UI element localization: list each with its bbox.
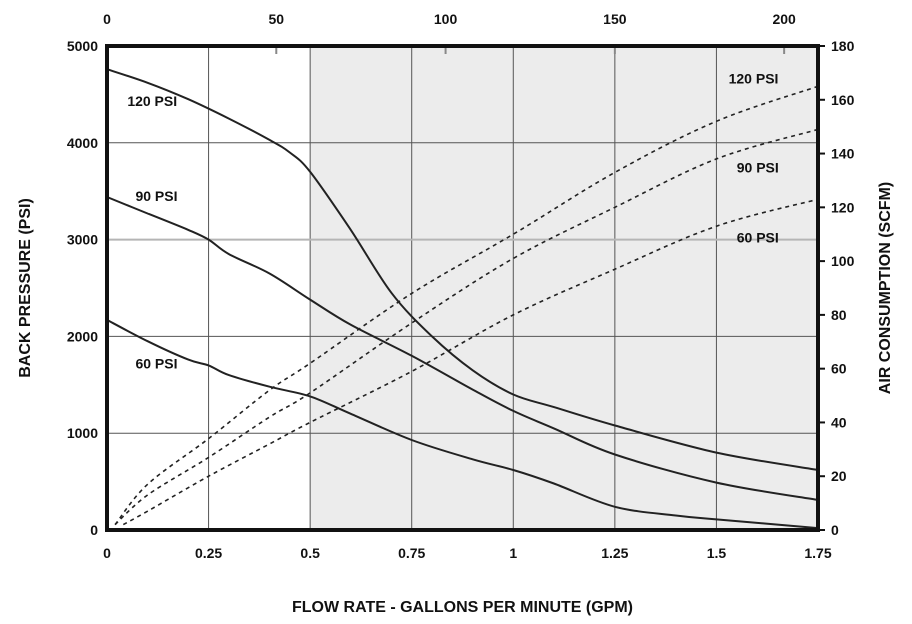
- back-pressure-line-120-psi: [106, 68, 819, 471]
- x-tick-label: 0.25: [195, 545, 222, 561]
- x-tick-label: 1.75: [804, 545, 831, 561]
- y2-tick-label: 40: [831, 414, 847, 430]
- air-consumption-lines: [114, 85, 819, 526]
- y2-axis-title: AIR CONSUMPTION (SCFM): [877, 182, 894, 394]
- shaded-region: [310, 46, 818, 530]
- y-axis-title: BACK PRESSURE (PSI): [17, 198, 34, 378]
- back-pressure-line-90-psi: [106, 196, 819, 501]
- y-tick-label: 0: [90, 522, 98, 538]
- x-tick-label: 0.75: [398, 545, 425, 561]
- back-pressure-label: 60 PSI: [135, 355, 177, 371]
- air-consumption-label: 120 PSI: [729, 71, 779, 87]
- y-tick-label: 4000: [67, 135, 98, 151]
- gridlines: [106, 45, 825, 531]
- y2-tick-label: 140: [831, 146, 855, 162]
- x-tick-label: 0: [103, 545, 111, 561]
- air-consumption-line-60-psi: [122, 198, 819, 526]
- y2-tick-label: 120: [831, 199, 855, 215]
- y-tick-label: 2000: [67, 328, 98, 344]
- x-axis-title: FLOW RATE - GALLONS PER MINUTE (GPM): [292, 599, 633, 616]
- x2-tick-label: 100: [434, 11, 458, 27]
- x2-tick-label: 50: [268, 11, 284, 27]
- y-tick-label: 3000: [67, 232, 98, 248]
- back-pressure-label: 120 PSI: [127, 93, 177, 109]
- back-pressure-line-60-psi: [106, 319, 819, 530]
- x-tick-label: 1.25: [601, 545, 628, 561]
- y2-tick-label: 0: [831, 522, 839, 538]
- x2-tick-label: 0: [103, 11, 111, 27]
- x-tick-label: 1.5: [707, 545, 727, 561]
- air-consumption-label: 90 PSI: [737, 159, 779, 175]
- back-pressure-lines: [106, 68, 819, 530]
- x2-tick-label: 150: [603, 11, 627, 27]
- x-tick-label: 0.5: [300, 545, 320, 561]
- air-consumption-line-90-psi: [114, 128, 819, 526]
- y2-tick-label: 20: [831, 468, 847, 484]
- x2-tick-label: 200: [772, 11, 796, 27]
- y2-tick-label: 60: [831, 361, 847, 377]
- y-tick-label: 1000: [67, 425, 98, 441]
- tick-labels: 0 0.25 0.5 0.75 1 1.25 1.5 1.750 50 100 150 2000100…: [67, 11, 855, 561]
- y2-tick-label: 180: [831, 38, 855, 54]
- y2-tick-label: 80: [831, 307, 847, 323]
- plot-frame: [105, 44, 820, 532]
- y-tick-label: 5000: [67, 38, 98, 54]
- back-pressure-label: 90 PSI: [135, 188, 177, 204]
- x-tick-label: 1: [509, 545, 517, 561]
- air-consumption-label: 60 PSI: [737, 229, 779, 245]
- y2-tick-label: 100: [831, 253, 855, 269]
- y2-tick-label: 160: [831, 92, 855, 108]
- series-labels: 120 PSI 90 PSI 60 PSI 120 PSI 90 PSI 60 PSI: [127, 71, 778, 372]
